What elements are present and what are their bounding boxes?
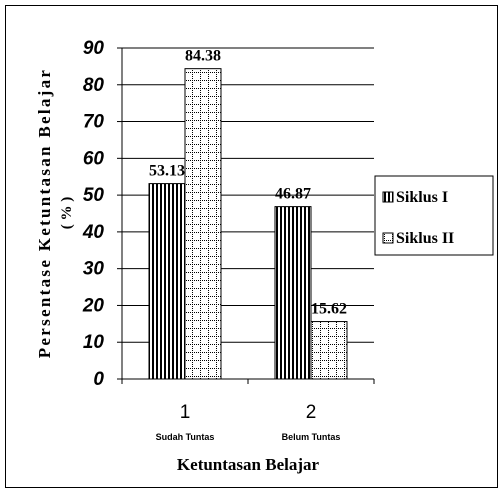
data-label: 53.13 <box>149 163 185 180</box>
bar-siklus-i-cat-1 <box>148 183 186 380</box>
x-category-sublabel: Belum Tuntas <box>282 432 341 442</box>
x-category-sublabel: Sudah Tuntas <box>156 432 215 442</box>
y-tick-label: 50 <box>83 185 105 206</box>
y-tick-label: 10 <box>83 332 105 353</box>
x-category-labels: 1 Sudah Tuntas 2 Belum Tuntas <box>156 402 341 442</box>
bar-siklus-ii-cat-1 <box>184 68 222 380</box>
legend-box <box>374 175 494 256</box>
y-tick-label: 90 <box>83 38 105 59</box>
y-tick-labels: 0 10 20 30 40 50 60 70 80 90 <box>82 38 105 390</box>
y-tick-label: 80 <box>83 75 105 96</box>
y-axis-unit: ( % ) <box>59 197 75 230</box>
y-tick-label: 0 <box>93 369 104 390</box>
legend-label-siklus-2: Siklus II <box>396 230 454 247</box>
bars <box>148 68 348 380</box>
legend-label-siklus-1: Siklus I <box>396 189 448 206</box>
y-axis-title: Persentase Ketuntasan Belajar <box>35 68 54 359</box>
x-category-label: 1 <box>180 402 191 423</box>
x-category-label: 2 <box>306 402 317 423</box>
x-axis-title: Ketuntasan Belajar <box>177 455 320 474</box>
data-label: 15.62 <box>311 301 347 318</box>
bar-siklus-ii-cat-2 <box>310 321 348 380</box>
y-tick-label: 30 <box>83 259 105 280</box>
data-label: 84.38 <box>185 48 221 65</box>
y-tick-label: 20 <box>82 295 105 316</box>
y-tick-label: 40 <box>82 222 105 243</box>
data-labels: 53.13 84.38 46.87 15.62 <box>149 48 347 318</box>
y-tick-label: 70 <box>83 112 105 133</box>
data-label: 46.87 <box>275 186 311 203</box>
y-tick-label: 60 <box>83 148 105 169</box>
legend-swatch-siklus-1 <box>382 191 394 203</box>
legend: Siklus I Siklus II <box>374 175 494 256</box>
legend-swatch-siklus-2 <box>382 232 394 244</box>
bar-siklus-i-cat-2 <box>274 206 312 380</box>
